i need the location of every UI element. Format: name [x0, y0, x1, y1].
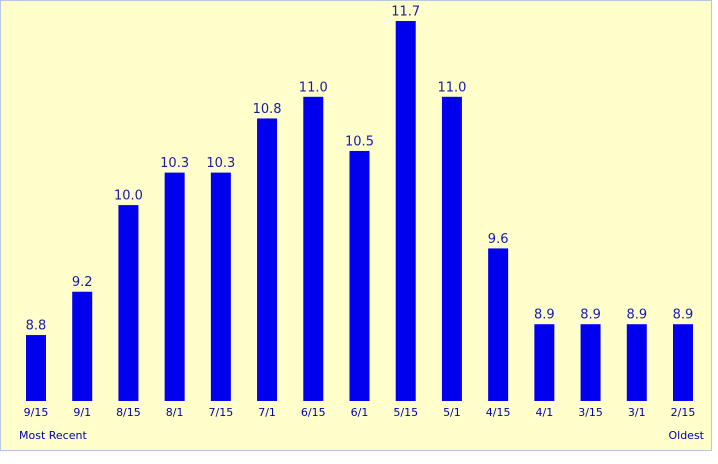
bar — [26, 335, 46, 401]
bar — [303, 96, 324, 402]
annotation: Oldest — [668, 429, 704, 442]
x-tick-label: 3/15 — [578, 406, 603, 419]
bar — [257, 118, 278, 402]
value-label: 11.0 — [437, 80, 466, 95]
bar — [395, 21, 416, 401]
bar — [441, 96, 462, 402]
bar — [673, 324, 693, 401]
x-tick-label: 4/1 — [536, 406, 554, 419]
value-label: 10.3 — [160, 156, 189, 171]
x-tick-label: 6/15 — [301, 406, 326, 419]
value-label: 10.8 — [253, 102, 282, 117]
x-tick-label: 8/15 — [116, 406, 141, 419]
value-label: 10.0 — [114, 189, 143, 204]
bar — [580, 324, 601, 401]
bar — [349, 150, 370, 401]
value-label: 8.9 — [580, 308, 601, 323]
x-tick-label: 5/15 — [393, 406, 418, 419]
value-label: 9.2 — [72, 275, 93, 290]
value-label: 10.3 — [206, 156, 235, 171]
value-label: 8.8 — [26, 319, 47, 334]
value-label: 8.9 — [534, 308, 555, 323]
bar — [626, 324, 647, 401]
value-label: 8.9 — [626, 308, 647, 323]
bar — [488, 248, 509, 401]
x-tick-label: 7/15 — [209, 406, 234, 419]
x-tick-label: 5/1 — [443, 406, 461, 419]
annotation: Most Recent — [19, 429, 87, 442]
value-label: 11.7 — [391, 5, 420, 20]
value-label: 9.6 — [488, 232, 509, 247]
value-label: 11.0 — [299, 80, 328, 95]
value-label: 8.9 — [673, 308, 694, 323]
bar — [118, 205, 139, 401]
x-tick-label: 3/1 — [628, 406, 646, 419]
x-tick-label: 9/15 — [24, 406, 49, 419]
x-tick-label: 4/15 — [486, 406, 511, 419]
bar — [72, 291, 93, 401]
x-tick-label: 2/15 — [671, 406, 696, 419]
x-tick-label: 7/1 — [258, 406, 276, 419]
bar — [164, 172, 185, 401]
x-tick-label: 6/1 — [351, 406, 369, 419]
bar — [534, 324, 555, 401]
x-tick-label: 9/1 — [73, 406, 91, 419]
x-tick-label: 8/1 — [166, 406, 184, 419]
bar — [210, 172, 231, 401]
value-label: 10.5 — [345, 134, 374, 149]
